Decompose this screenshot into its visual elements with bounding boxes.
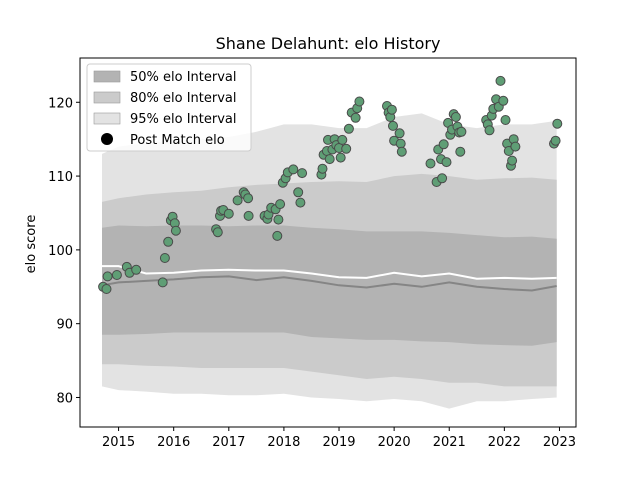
legend-swatch [93,91,121,104]
post-match-elo-point [212,227,223,238]
post-match-elo-point [131,264,142,275]
y-axis-title: elo score [24,215,39,274]
plot-frame [79,57,577,428]
post-match-elo-point [111,270,122,280]
post-match-elo-point [337,134,348,145]
post-match-elo-point [507,155,518,166]
x-tick-label: 2017 [212,435,245,450]
post-match-elo-point [324,154,335,165]
post-match-elo-point [297,168,308,179]
plot-area [98,75,563,409]
legend-label: Post Match elo [130,133,225,148]
y-tick-label: 100 [48,244,73,259]
post-match-elo-point [354,96,365,107]
post-match-elo-point [484,125,495,136]
post-match-elo-point [273,214,284,225]
post-match-elo-point [243,210,254,221]
post-match-elo-point [425,158,436,169]
post-match-elo-point [438,139,449,150]
legend-marker [101,133,113,145]
post-match-elo-point [500,115,511,125]
post-match-elo-point [437,173,448,184]
mean-elo-line [102,265,557,280]
x-tick-label: 2015 [102,435,135,450]
chart-title: Shane Delahunt: elo History [216,34,441,53]
y-tick-label: 90 [56,318,73,333]
post-match-elo-point [102,271,113,282]
legend: 50% elo Interval 80% elo Interval 95% elo … [86,63,252,152]
post-match-elo-point [159,253,170,263]
post-match-elo-point [510,141,521,152]
post-match-elo-point [550,135,561,146]
legend-label: 95% elo Interval [130,112,237,127]
legend-label: 50% elo Interval [130,70,237,85]
post-match-elo-point [288,164,299,175]
x-tick-label: 2023 [543,435,576,450]
post-match-elo-point [388,120,398,131]
post-match-elo-point [396,146,407,157]
post-match-elo-point [450,112,461,122]
post-match-elo-point [386,104,397,115]
post-match-elo-point [101,284,112,294]
post-match-elo-point [498,95,509,106]
y-tick-label: 110 [48,170,73,185]
axes: 2015 2016 2017 2018 2019 2020 2021 2022 2023 80 90… [48,57,577,450]
legend-box [86,63,252,152]
post-match-elo-point [441,157,452,168]
post-match-elo-point [170,225,181,236]
y-tick-label: 120 [48,96,73,111]
post-match-elo-point [272,230,283,241]
post-match-elo-point [157,277,168,288]
x-tick-label: 2022 [488,435,521,450]
post-match-elo-point [495,75,506,86]
x-tick-label: 2018 [267,435,300,450]
post-match-elo-point [243,193,254,204]
post-match-elo-point [456,126,467,137]
legend-swatch [93,70,121,83]
median-elo-line [101,275,557,292]
x-tick-label: 2021 [433,435,466,450]
y-tick-label: 80 [56,391,73,406]
x-tick-label: 2020 [378,435,411,450]
post-match-elo-point [232,195,243,206]
post-match-elo-point [394,128,405,139]
x-tick-label: 2016 [157,435,190,450]
post-match-elo-point [455,146,466,157]
band-50-interval [102,225,557,346]
post-match-elo-point [343,123,354,134]
legend-label: 80% elo Interval [130,91,237,106]
post-match-elo-point [293,187,304,198]
post-match-elo-point [317,163,328,174]
post-match-elo-point [163,236,174,247]
post-match-elo-point [335,152,346,163]
post-match-elo-point [223,208,234,219]
post-match-elo-point [275,199,286,210]
x-tick-label: 2019 [322,435,355,450]
post-match-elo-point [295,197,306,208]
legend-swatch [93,112,121,125]
post-match-elo-point [350,112,361,123]
post-match-elo-point [341,143,352,154]
post-match-elo-point [395,138,406,149]
post-match-elo-point [552,118,563,129]
